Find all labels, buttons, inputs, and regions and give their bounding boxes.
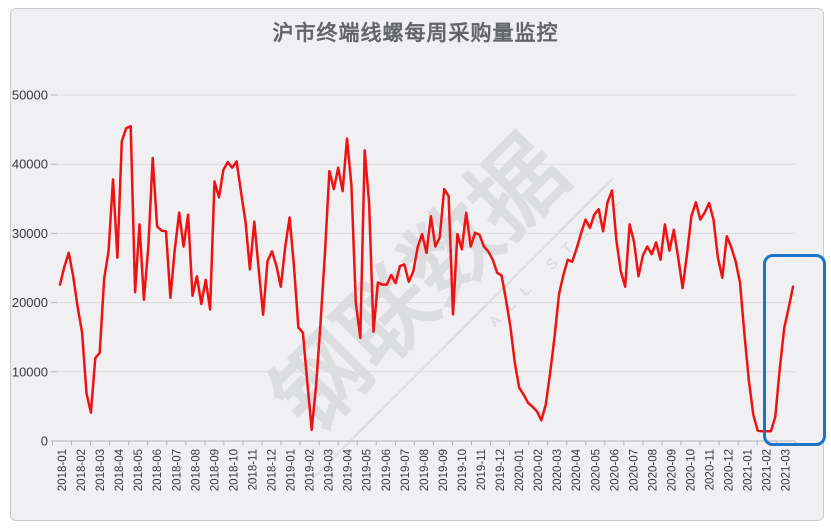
x-axis-label: 2020-07	[628, 449, 640, 491]
y-axis-label: 30000	[12, 226, 48, 241]
x-axis-label: 2018-08	[190, 449, 202, 491]
x-axis-label: 2018-05	[133, 449, 145, 491]
x-axis-label: 2018-04	[114, 448, 126, 491]
x-axis-label: 2020-11	[705, 449, 717, 490]
x-axis-label: 2020-03	[552, 449, 564, 491]
x-axis-label: 2020-04	[571, 448, 583, 491]
y-axis-label: 10000	[12, 364, 48, 379]
x-axis-label: 2020-05	[590, 449, 602, 491]
y-axis-label: 50000	[12, 88, 48, 103]
x-axis-label: 2019-06	[381, 449, 393, 491]
x-axis-label: 2019-01	[286, 449, 298, 491]
x-axis-label: 2020-06	[609, 449, 621, 491]
x-axis-label: 2020-12	[724, 449, 736, 491]
x-axis-label: 2019-09	[438, 449, 450, 491]
x-axis-label: 2018-07	[171, 449, 183, 491]
x-axis-label: 2020-09	[666, 449, 678, 491]
x-axis-label: 2019-10	[457, 449, 469, 491]
x-axis-label: 2019-08	[419, 449, 431, 491]
x-axis-label: 2020-10	[686, 449, 698, 491]
chart-title: 沪市终端线螺每周采购量监控	[272, 22, 559, 45]
highlight-box	[763, 254, 826, 446]
x-axis-label: 2018-09	[209, 449, 221, 491]
x-axis-label: 2021-02	[762, 449, 774, 491]
x-axis-label: 2018-03	[95, 449, 107, 491]
x-axis-label: 2019-12	[495, 449, 507, 491]
x-axis-label: 2020-02	[533, 449, 545, 491]
x-axis-label: 2019-04	[343, 448, 355, 491]
x-axis-label: 2021-03	[781, 449, 793, 491]
data-series-line	[58, 124, 795, 433]
x-axis-label: 2018-10	[228, 449, 240, 491]
x-axis-label: 2018-01	[57, 449, 69, 491]
y-axis-label: 40000	[12, 157, 48, 172]
x-axis-label: 2018-12	[267, 449, 279, 491]
y-axis-label: 0	[41, 434, 48, 449]
x-axis-label: 2019-11	[476, 449, 488, 490]
x-axis-label: 2019-02	[305, 449, 317, 491]
x-axis-label: 2019-03	[324, 449, 336, 491]
x-axis-label: 2019-05	[362, 449, 374, 491]
x-axis-label: 2018-11	[247, 449, 259, 490]
x-axis-label: 2019-07	[400, 449, 412, 491]
x-axis-label: 2020-08	[647, 449, 659, 491]
x-axis-label: 2021-01	[743, 449, 755, 491]
y-axis-label: 20000	[12, 295, 48, 310]
x-axis-label: 2018-02	[76, 449, 88, 491]
x-axis-label: 2018-06	[152, 449, 164, 491]
x-axis-label: 2020-01	[514, 449, 526, 491]
